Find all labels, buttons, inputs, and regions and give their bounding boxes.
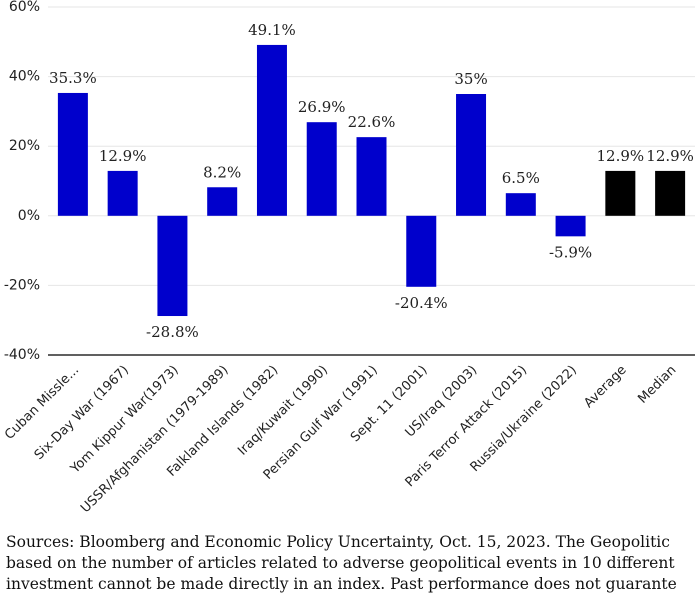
bar [605, 170, 636, 216]
value-label: 49.1% [248, 21, 296, 39]
source-note: based on the number of articles related … [6, 554, 675, 572]
bar [107, 170, 138, 216]
bar [356, 137, 387, 216]
value-label: 26.9% [298, 98, 346, 116]
value-label: 35.3% [49, 69, 97, 87]
value-label: 12.9% [597, 147, 645, 165]
value-label: -20.4% [395, 294, 448, 312]
value-label: 12.9% [646, 147, 694, 165]
value-label: 12.9% [99, 147, 147, 165]
value-label: -5.9% [549, 243, 592, 261]
y-tick-label: 60% [9, 0, 40, 15]
bar [57, 92, 88, 216]
x-tick-label: Median [635, 363, 679, 407]
bar [207, 187, 238, 216]
y-tick-label: 20% [9, 138, 40, 154]
value-label: 35% [454, 70, 487, 88]
bar [306, 122, 337, 216]
value-label: 8.2% [203, 163, 241, 181]
x-tick-label: Iraq/Kuwait (1990) [235, 363, 331, 459]
y-tick-label: 40% [9, 69, 40, 85]
source-note: Sources: Bloomberg and Economic Policy U… [6, 533, 670, 551]
value-label: 6.5% [502, 169, 540, 187]
y-tick-label: -20% [4, 277, 40, 293]
bar [505, 193, 536, 216]
source-note: investment cannot be made directly in an… [6, 575, 677, 593]
value-label: 22.6% [348, 113, 396, 131]
value-label: -28.8% [146, 323, 199, 341]
y-tick-label: 0% [18, 208, 40, 224]
bar [157, 215, 188, 317]
bar [655, 170, 686, 216]
bar [256, 44, 287, 216]
bar [456, 94, 487, 216]
bar [406, 215, 437, 287]
y-tick-label: -40% [4, 347, 40, 363]
bar [555, 215, 586, 237]
x-tick-label: Six-Day War (1967) [32, 363, 132, 463]
x-tick-label: Average [581, 363, 629, 411]
